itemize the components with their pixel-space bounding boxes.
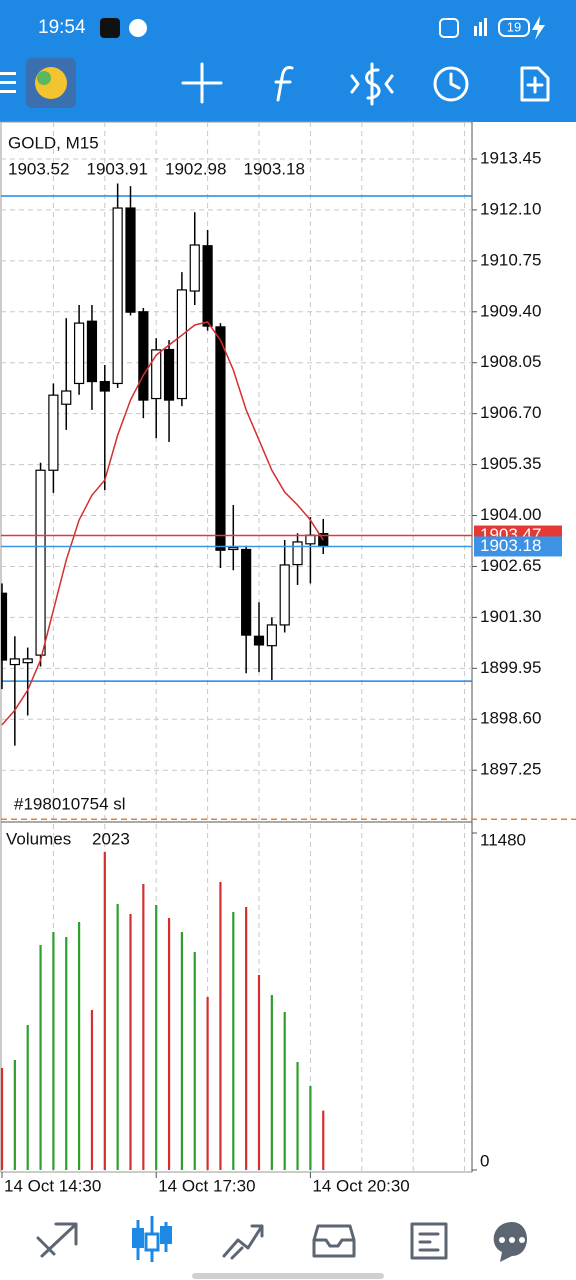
candle-body: [73, 322, 85, 385]
y-tick-label: 1898.60: [480, 709, 541, 728]
battery-level: 19: [507, 19, 521, 34]
home-indicator: [192, 1273, 384, 1279]
bottom-nav: [0, 1200, 576, 1280]
volume-title: Volumes: [6, 829, 71, 848]
y-tick-label: 1910.75: [480, 250, 541, 269]
quotes-tab[interactable]: [36, 1222, 78, 1258]
plot: 1913.45 1912.10 1910.75 1909.40 1908.05 1906.…: [0, 122, 576, 1195]
x-tick-label: 14 Oct 17:30: [158, 1176, 255, 1195]
volume-tick-label: 11480: [480, 830, 526, 849]
y-tick-label: 1904.00: [480, 505, 541, 524]
candle-body: [48, 394, 59, 471]
candle-body: [9, 658, 20, 666]
chart-title: GOLD, M15: [8, 133, 99, 152]
trade-tab[interactable]: [222, 1224, 264, 1260]
status-time: 19:54: [38, 17, 86, 38]
candle-body: [22, 658, 33, 664]
ohlc-value: 1903.18: [244, 159, 305, 178]
candle-body: [163, 348, 175, 401]
candle-body: [99, 380, 110, 392]
candle-body: [189, 244, 200, 292]
candle-body: [202, 245, 213, 327]
y-tick-label: 1902.65: [480, 556, 541, 575]
candle-body: [305, 534, 316, 545]
status-icon: [129, 19, 147, 37]
candle-body: [253, 635, 265, 646]
volume-current: 2023: [92, 829, 130, 848]
y-tick-label: 1899.95: [480, 658, 541, 677]
candle-body: [1, 592, 8, 661]
app-bar: [0, 0, 576, 122]
candle-body: [35, 469, 46, 656]
menu-button[interactable]: [0, 58, 76, 108]
candle-body: [241, 548, 252, 636]
chart-tab[interactable]: [132, 1216, 172, 1262]
status-icons: [439, 16, 545, 40]
volume-tick-label: 0: [480, 1151, 489, 1170]
news-tab[interactable]: [410, 1222, 448, 1260]
candles: [1, 183, 329, 746]
trade-button[interactable]: [350, 62, 394, 106]
ohlc-readout: 1903.52 1903.91 1902.98 1903.18: [8, 159, 305, 178]
moving-average: [1, 321, 324, 726]
y-tick-label: 1913.45: [480, 148, 541, 167]
candle-body: [292, 541, 303, 566]
candle-body: [176, 289, 187, 400]
y-tick-label: 1909.40: [480, 301, 541, 320]
candle-body: [279, 564, 290, 626]
indicators-button[interactable]: [274, 66, 294, 102]
candle-body: [112, 207, 123, 385]
y-tick-label: 1905.35: [480, 454, 541, 473]
y-tick-label: 1901.30: [480, 607, 541, 626]
ohlc-value: 1903.52: [8, 159, 69, 178]
chart-frame: [0, 121, 473, 1173]
candle-body: [266, 624, 277, 647]
x-tick-label: 14 Oct 14:30: [4, 1176, 101, 1195]
bid-label: 1903.18: [480, 536, 541, 555]
ohlc-value: 1903.91: [87, 159, 148, 178]
candle-body: [151, 349, 162, 400]
candle-body: [125, 207, 136, 313]
ohlc-value: 1902.98: [165, 159, 226, 178]
candle-body: [86, 320, 98, 383]
candle-body: [228, 546, 239, 551]
candle-body: [61, 390, 72, 405]
y-tick-label: 1912.10: [480, 199, 541, 218]
history-button[interactable]: [433, 66, 469, 102]
candle-body: [215, 326, 226, 551]
y-tick-label: 1897.25: [480, 760, 541, 779]
y-tick-label: 1908.05: [480, 352, 541, 371]
y-tick-label: 1906.70: [480, 403, 541, 422]
stop-loss-label: #198010754 sl: [14, 794, 126, 813]
bid-label-box: [474, 536, 562, 557]
new-order-button[interactable]: [520, 66, 550, 102]
crosshair-button[interactable]: [181, 62, 223, 104]
candle-body: [138, 311, 149, 401]
chat-tab[interactable]: [493, 1222, 527, 1262]
history-tab[interactable]: [312, 1224, 356, 1258]
status-icon: [100, 18, 120, 38]
x-tick-label: 14 Oct 20:30: [312, 1176, 409, 1195]
